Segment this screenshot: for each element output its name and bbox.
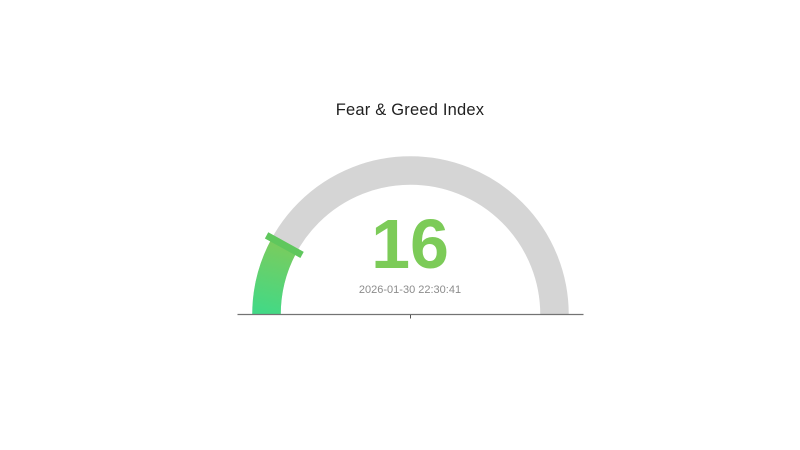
gauge-value-marker [264, 232, 304, 258]
gauge-timestamp: 2026-01-30 22:30:41 [358, 284, 462, 296]
chart-title: Fear & Greed Index [335, 101, 485, 119]
gauge-progress-arc [252, 238, 297, 315]
gauge-value-number: 16 [371, 205, 449, 283]
